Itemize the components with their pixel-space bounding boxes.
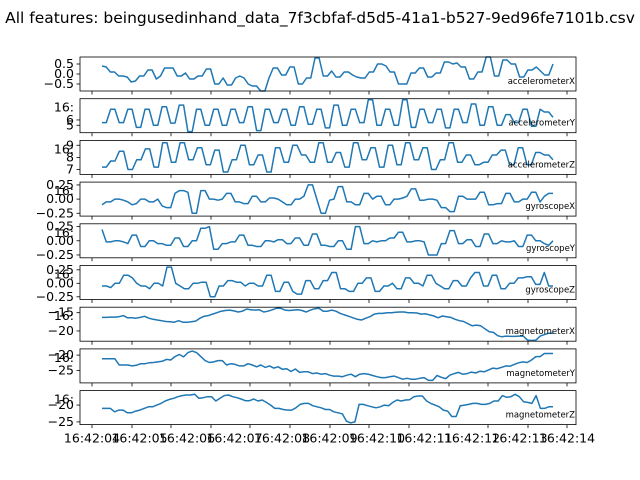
overlay-tick-label: 16: [54, 225, 74, 240]
series-label-gyroscopeX: gyroscopeX [525, 202, 575, 212]
axes-frame [79, 306, 577, 342]
series-line-gyroscopeY [101, 225, 554, 256]
overlay-tick-label: 16: [54, 267, 74, 282]
series-label-gyroscopeZ: gyroscopeZ [525, 286, 575, 296]
series-line-magnetometerY [102, 350, 553, 382]
x-tick-label: 16:42:14 [539, 431, 595, 446]
y-tick-label: 0.25 [46, 177, 74, 192]
x-tick-label: 16:42:12 [444, 431, 500, 446]
y-tick-label: −0.25 [36, 289, 74, 304]
y-tick-label: −15 [48, 305, 74, 320]
y-tick-label: −20 [48, 347, 74, 362]
series-label-accelerometerX: accelerometerX [508, 77, 575, 87]
y-tick-label: 0.0 [54, 66, 74, 81]
y-tick-label: 0.25 [46, 219, 74, 234]
overlay-tick-label: 16: [54, 350, 74, 365]
y-tick-label: −25 [48, 363, 74, 378]
subplot-stack: −0.50.00.5accelerometerX5616:acceleromet… [36, 56, 595, 446]
x-tick-label: 16:42:08 [254, 431, 310, 446]
series-line-magnetometerZ [102, 393, 553, 424]
overlay-tick-label: 16: [54, 100, 74, 115]
series-line-gyroscopeZ [102, 266, 553, 298]
y-tick-label: 0.00 [46, 233, 74, 248]
overlay-tick-label: 16: [54, 183, 74, 198]
y-tick-label: −20 [48, 323, 74, 338]
x-tick-label: 16:42:10 [349, 431, 405, 446]
overlay-tick-label: 16: [54, 141, 74, 156]
series-label-accelerometerY: accelerometerY [508, 119, 575, 129]
y-tick-label: 6 [66, 112, 74, 127]
subplot-accelerometerX: −0.50.00.5 accelerometerX [44, 56, 577, 95]
y-tick-label: 5 [66, 117, 74, 132]
series-label-gyroscopeY: gyroscopeY [526, 244, 576, 254]
x-tick-label: 16:42:13 [491, 431, 547, 446]
series-line-gyroscopeX [101, 184, 553, 215]
x-tick-label: 16:42:07 [206, 431, 262, 446]
axes-frame [79, 265, 577, 300]
series-label-magnetometerY: magnetometerY [506, 369, 576, 379]
series-line-accelerometerX [101, 56, 554, 92]
y-tick-label: 9 [66, 137, 74, 152]
x-tick-label: 16:42:11 [396, 431, 452, 446]
y-tick-label: −0.25 [36, 247, 74, 262]
series-label-magnetometerZ: magnetometerZ [506, 411, 576, 421]
y-tick-label: 7 [66, 162, 74, 177]
x-tick-label: 16:42:05 [111, 431, 167, 446]
series-line-accelerometerZ [102, 142, 554, 173]
x-tick-label: 16:42:06 [159, 431, 215, 446]
series-label-magnetometerX: magnetometerX [506, 327, 576, 337]
axes-frame [79, 390, 577, 426]
axes-frame [79, 348, 577, 384]
x-tick-label: 16:42:04 [64, 431, 120, 446]
overlay-tick-label: 16: [54, 308, 74, 323]
y-tick-label: −20 [48, 397, 74, 412]
y-tick-label: −25 [48, 414, 74, 429]
y-tick-label: 0.25 [46, 262, 74, 277]
y-tick-label: 0.5 [54, 56, 74, 71]
figure-title: All features: beingusedinhand_data_7f3cb… [5, 9, 635, 28]
x-tick-label: 16:42:09 [301, 431, 357, 446]
y-tick-label: 0.00 [46, 275, 74, 290]
series-line-magnetometerX [102, 307, 553, 342]
series-label-accelerometerZ: accelerometerZ [508, 160, 575, 170]
y-tick-label: 8 [66, 149, 74, 164]
axes-frame [79, 98, 577, 134]
y-tick-label: −0.5 [44, 76, 74, 91]
series-line-accelerometerY [102, 99, 554, 133]
overlay-tick-label: 16: [54, 392, 74, 407]
y-tick-label: −0.25 [36, 205, 74, 220]
y-tick-label: 0.00 [46, 191, 74, 206]
